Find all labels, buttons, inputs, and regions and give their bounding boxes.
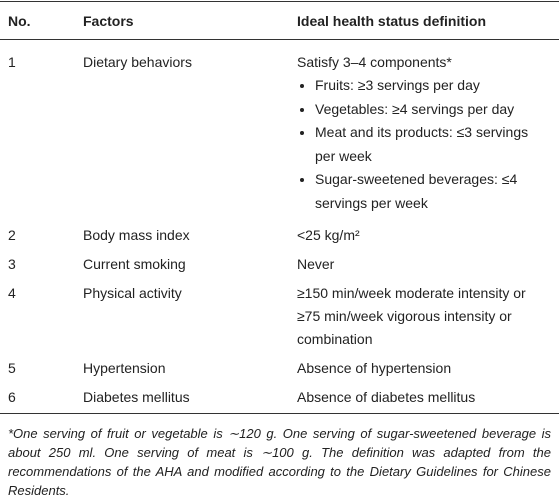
cell: Diabetes mellitus	[75, 383, 289, 414]
cell: 1	[8, 54, 16, 70]
list-item: Meat and its products: ≤3 servings per w…	[315, 121, 551, 168]
row: 2 Body mass index <25 kg/m²	[0, 221, 559, 250]
cell: Current smoking	[83, 256, 186, 272]
footnote: *One serving of fruit or vegetable is ∼1…	[8, 426, 551, 498]
cell: <25 kg/m²	[297, 227, 360, 243]
cell: Never	[297, 256, 335, 272]
cell: 6	[0, 383, 75, 414]
list-item: Sugar-sweetened beverages: ≤4 servings p…	[315, 168, 551, 215]
header-row: No. Factors Ideal health status definiti…	[0, 1, 559, 40]
list: Fruits: ≥3 servings per day Vegetables: …	[297, 74, 551, 215]
cell: Absence of diabetes mellitus	[289, 383, 559, 414]
header-cell: Factors	[75, 1, 289, 40]
cell: Hypertension	[83, 360, 166, 376]
cell: Absence of hypertension	[297, 360, 452, 376]
row: 6 Diabetes mellitus Absence of diabetes …	[0, 383, 559, 414]
cell: 4	[8, 285, 16, 301]
row: 4 Physical activity ≥150 min/week modera…	[0, 279, 559, 354]
row: 3 Current smoking Never	[0, 250, 559, 279]
definition: Satisfy 3–4 components*	[297, 54, 452, 70]
table: No. Factors Ideal health status definiti…	[0, 1, 559, 414]
cell: Satisfy 3–4 components* Fruits: ≥3 servi…	[289, 40, 559, 222]
cell: Dietary behaviors	[83, 54, 192, 70]
cell: Physical activity	[83, 285, 182, 301]
row: 1 Dietary behaviors Satisfy 3–4 componen…	[0, 40, 559, 222]
list-item: Fruits: ≥3 servings per day	[315, 74, 551, 98]
cell: 2	[8, 227, 16, 243]
list-item: Vegetables: ≥4 servings per day	[315, 98, 551, 122]
header-cell: No.	[0, 1, 75, 40]
cell: Body mass index	[83, 227, 190, 243]
cell: 3	[8, 256, 16, 272]
header-cell: Ideal health status definition	[289, 1, 559, 40]
row: 5 Hypertension Absence of hypertension	[0, 354, 559, 383]
cell: ≥150 min/week moderate intensity or ≥75 …	[297, 285, 526, 347]
cell: 5	[8, 360, 16, 376]
